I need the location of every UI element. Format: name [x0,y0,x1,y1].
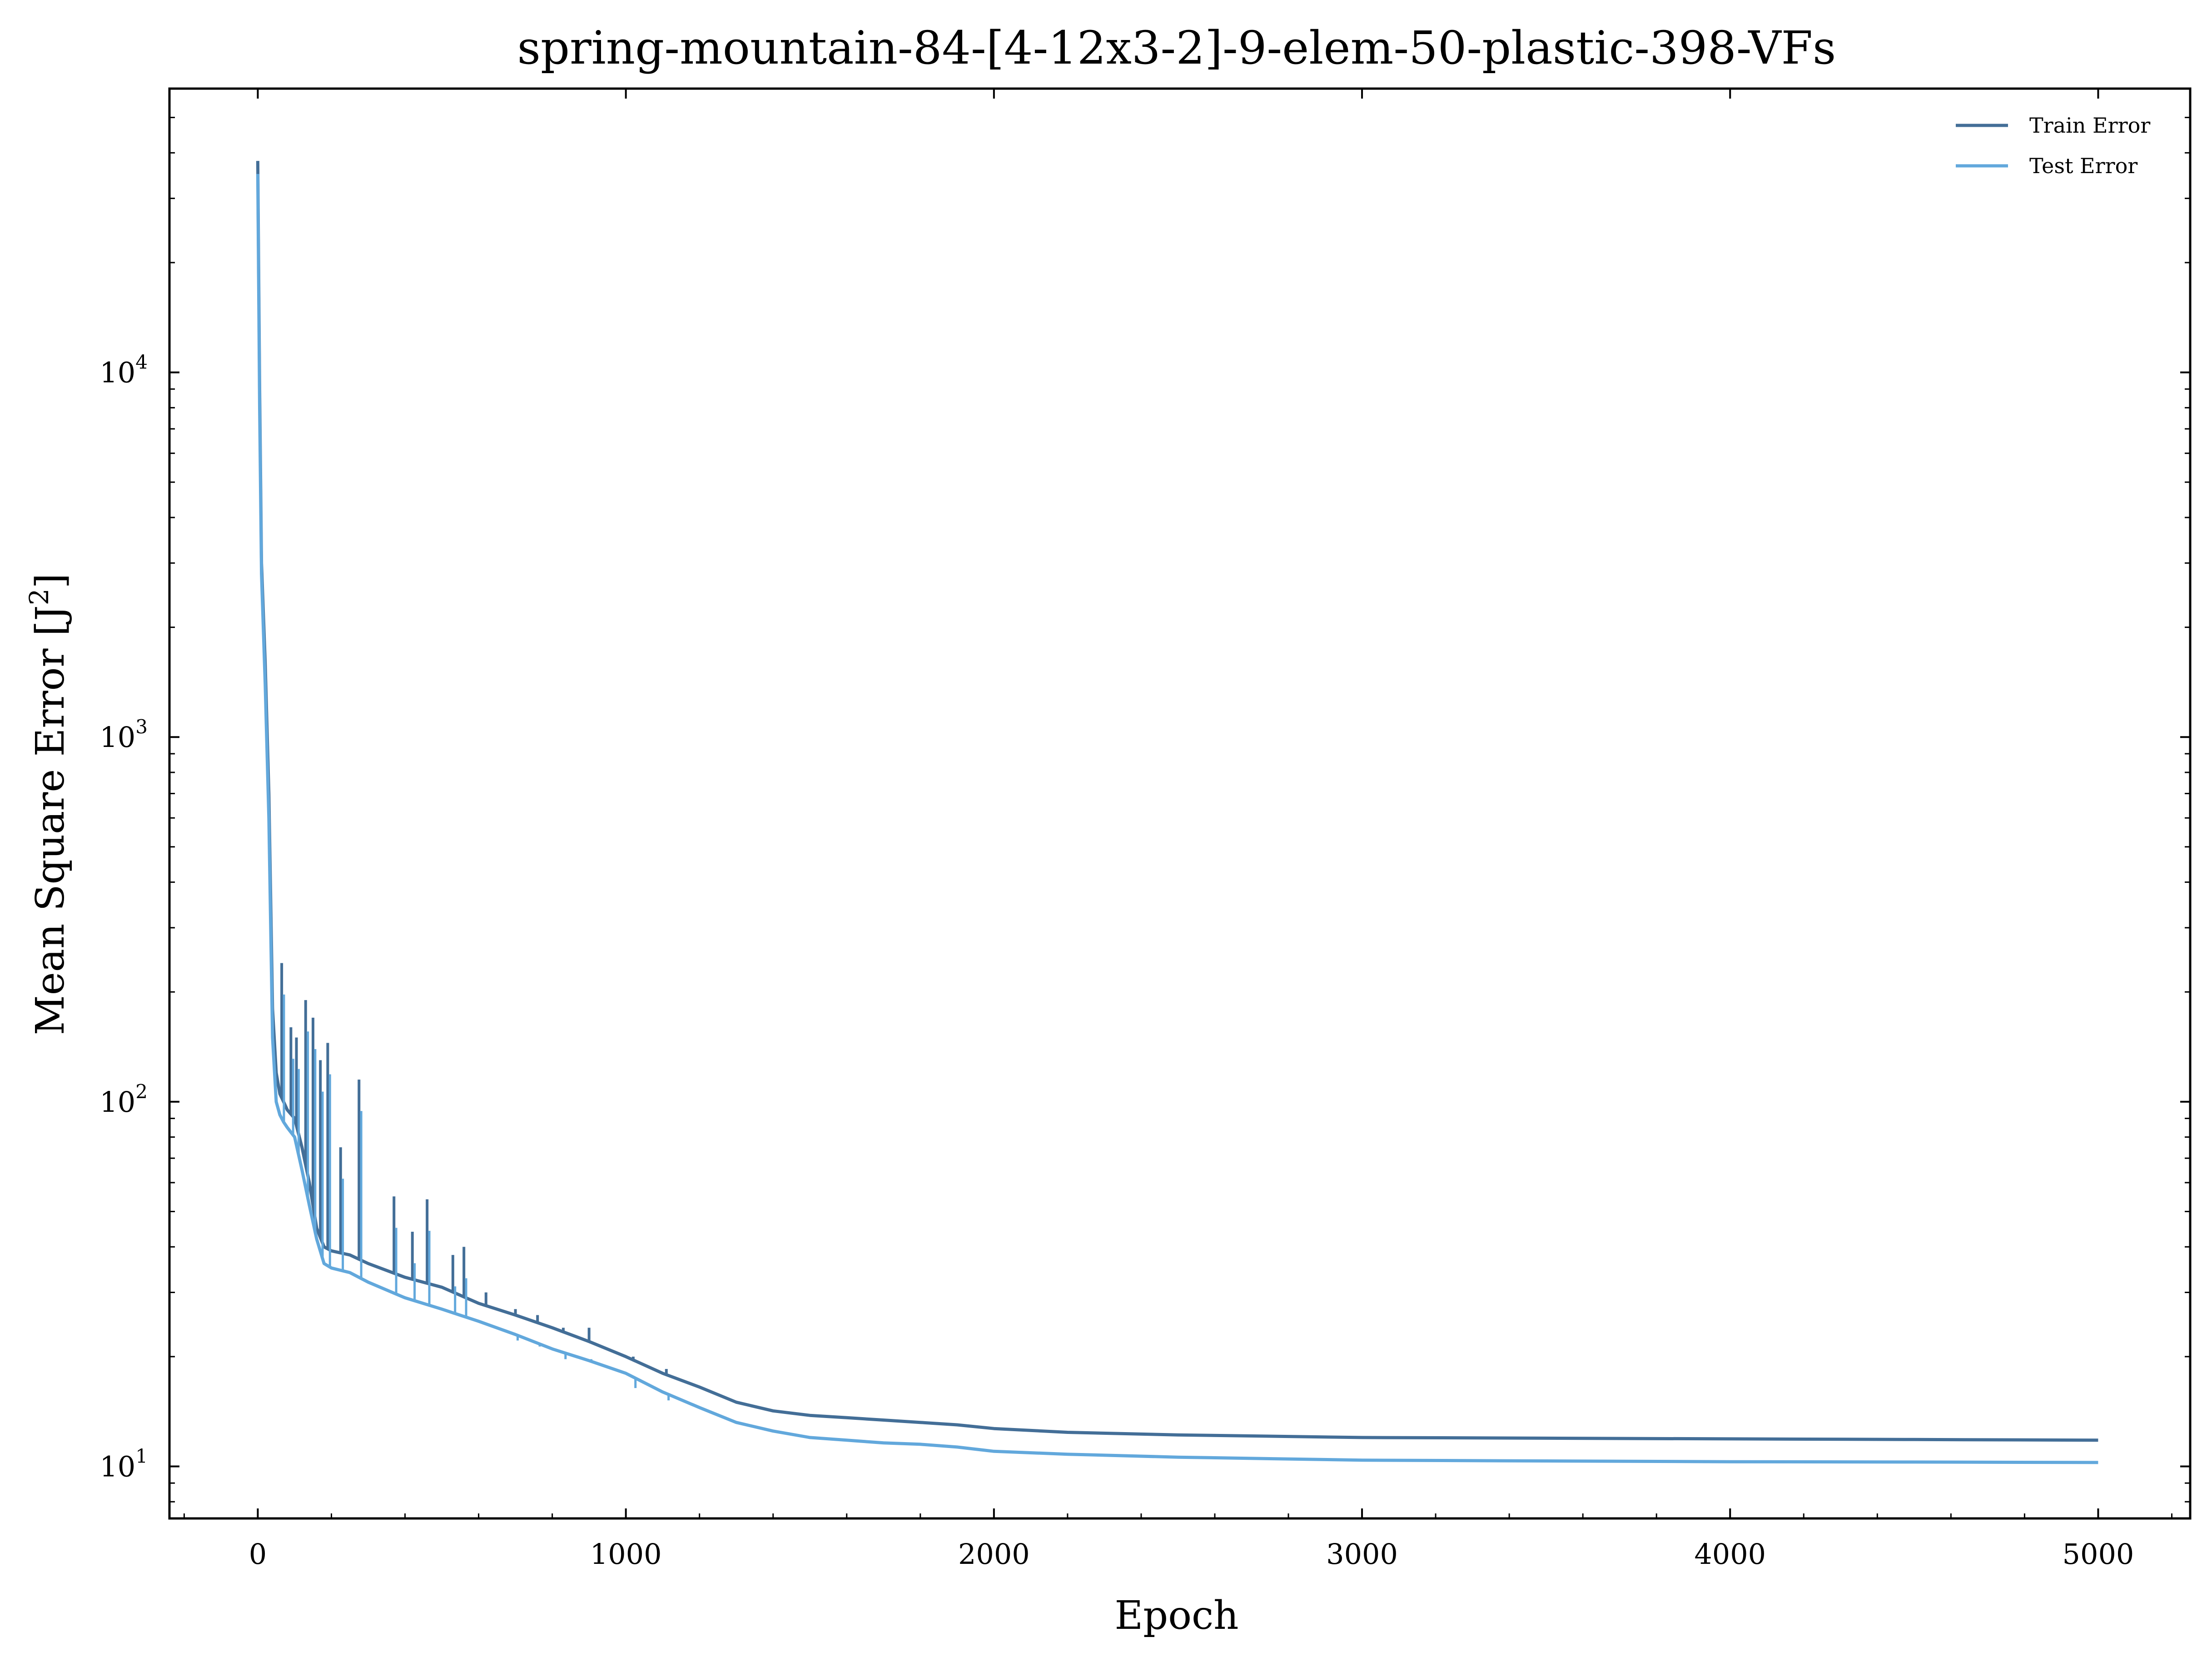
x-tick-label: 4000 [1694,1538,1766,1571]
x-tick-label: 5000 [2063,1538,2134,1571]
x-tick-label: 3000 [1326,1538,1398,1571]
y-tick-exponent: 3 [135,716,148,738]
y-tick-exponent: 2 [135,1080,148,1103]
x-axis-label: Epoch [1114,1593,1238,1638]
plot-area [168,87,2192,1520]
y-tick-label: 102 [99,1080,148,1119]
y-tick-exponent: 1 [135,1445,148,1467]
y-tick-base: 10 [99,356,135,389]
chart-title: spring-mountain-84-[4-12x3-2]-9-elem-50-… [517,21,1836,75]
y-tick-label: 104 [99,351,148,389]
y-tick-base: 10 [99,1450,135,1483]
x-tick-label: 0 [249,1538,267,1571]
y-axis-label-tail: ] [28,573,73,589]
plot-frame [168,87,2192,1520]
legend: Train Error Test Error [1956,113,2150,178]
legend-label-train: Train Error [2029,113,2150,138]
y-tick-label: 103 [99,716,148,754]
y-axis-label: Mean Square Error [J2] [24,573,73,1035]
x-axis-ticks: 0 1000 2000 3000 4000 5000 [183,89,2172,1571]
y-tick-base: 10 [99,1085,135,1119]
y-axis-label-sup: 2 [24,588,55,605]
x-tick-label: 2000 [958,1538,1030,1571]
y-axis-label-main: Mean Square Error [J [28,605,73,1035]
series-line-test [256,174,2098,1464]
y-tick-base: 10 [99,721,135,754]
x-tick-label: 1000 [590,1538,662,1571]
y-tick-label: 101 [99,1445,148,1483]
series-layer [256,161,2098,1464]
y-tick-exponent: 4 [135,351,148,373]
legend-label-test: Test Error [2029,154,2137,178]
series-line-train [256,161,2098,1442]
